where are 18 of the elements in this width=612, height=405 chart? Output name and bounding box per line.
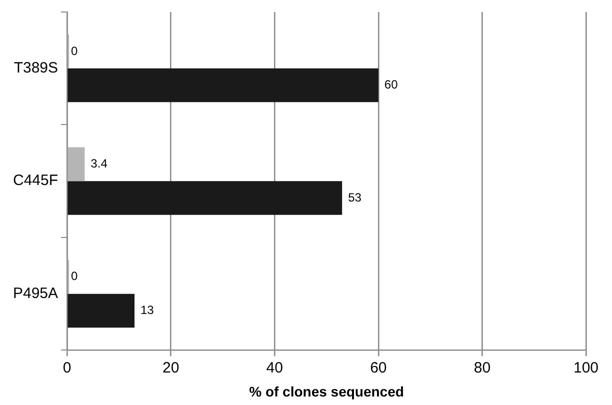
x-tick-label: 100 xyxy=(573,359,599,376)
x-axis-title: % of clones sequenced xyxy=(249,383,404,400)
y-tick-label: P495A xyxy=(12,284,58,302)
data-label: 13 xyxy=(140,303,154,318)
bar xyxy=(68,68,378,102)
x-tick-label: 80 xyxy=(474,359,491,376)
x-tick-label: 60 xyxy=(370,359,387,376)
y-tick-label: C445F xyxy=(13,172,58,190)
bar xyxy=(68,181,342,215)
data-label: 3.4 xyxy=(90,156,108,171)
data-label: 0 xyxy=(71,269,78,284)
data-label: 60 xyxy=(384,78,398,92)
x-tick-label: 20 xyxy=(162,359,180,376)
data-label: 53 xyxy=(348,190,362,204)
x-tick-label: 0 xyxy=(62,359,72,376)
x-tick-label: 40 xyxy=(266,359,283,376)
y-tick-label: T389S xyxy=(14,60,58,77)
data-label: 0 xyxy=(71,44,78,58)
